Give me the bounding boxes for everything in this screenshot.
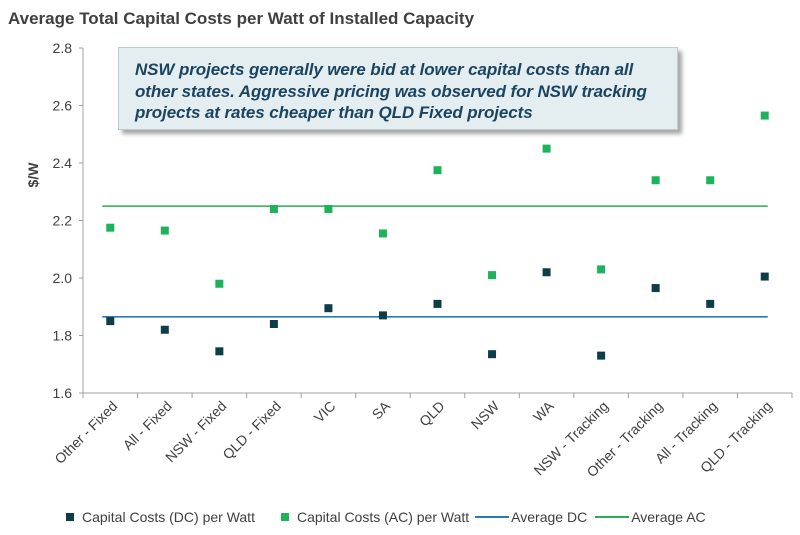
average-lines (102, 205, 768, 318)
ac-point (542, 144, 551, 153)
legend-label-dc: Capital Costs (DC) per Watt (82, 509, 255, 525)
legend-swatch-avg-ac (595, 516, 630, 518)
ac-point (597, 265, 606, 274)
y-axis-label: $/W (25, 162, 41, 188)
legend-item-avg-dc: Average DC (475, 509, 587, 525)
y-tick-label: 2.4 (53, 155, 73, 171)
dc-point (324, 304, 333, 313)
y-tick-label: 2.6 (53, 98, 73, 114)
x-tick-label: VIC (311, 398, 339, 426)
dc-point (706, 299, 715, 308)
legend-label-ac: Capital Costs (AC) per Watt (296, 509, 470, 525)
ac-point (215, 279, 224, 288)
ac-point (378, 229, 387, 238)
ac-point (433, 166, 442, 175)
scatter-chart: 1.6 1.8 2.0 2.2 2.4 2.6 2.8 Other - Fixed All -… (25, 40, 793, 480)
legend-label-avg-dc: Average DC (511, 509, 588, 525)
ac-point (488, 271, 497, 280)
dc-point (378, 311, 387, 320)
legend-item-ac: Capital Costs (AC) per Watt (280, 509, 470, 525)
ac-point (160, 226, 169, 235)
dc-point (542, 268, 551, 277)
x-tick-label: All - Fixed (120, 398, 175, 453)
callout-text: NSW projects generally were bid at lower… (135, 60, 647, 122)
ac-point (760, 111, 769, 120)
dc-point (106, 317, 115, 326)
y-tick-label: 2.8 (53, 40, 73, 56)
dc-point (433, 299, 442, 308)
dc-point (597, 351, 606, 360)
legend-swatch-avg-dc (475, 516, 510, 518)
dc-point (651, 284, 660, 293)
y-tick-label: 1.8 (53, 328, 73, 344)
data-markers (106, 111, 769, 360)
ac-point (651, 176, 660, 185)
legend-swatch-ac (280, 513, 289, 521)
dc-point (160, 325, 169, 334)
chart-legend: Capital Costs (DC) per Watt Capital Cost… (66, 507, 706, 527)
legend-swatch-dc (66, 513, 74, 521)
ac-point (106, 223, 115, 232)
legend-item-dc: Capital Costs (DC) per Watt (66, 509, 255, 525)
legend-label-avg-ac: Average AC (631, 509, 706, 525)
y-axis-ticks: 1.6 1.8 2.0 2.2 2.4 2.6 2.8 (53, 40, 83, 401)
y-tick-label: 1.6 (53, 385, 73, 401)
ac-point (324, 205, 333, 213)
dc-point (488, 350, 497, 359)
x-tick-label: SA (369, 397, 394, 422)
dc-point (215, 347, 224, 356)
y-tick-label: 2.2 (53, 213, 73, 229)
chart-title: Average Total Capital Costs per Watt of … (8, 9, 475, 28)
dc-point (269, 320, 278, 328)
x-tick-label: NSW (468, 397, 503, 432)
callout-box: NSW projects generally were bid at lower… (118, 47, 678, 130)
ac-point (269, 205, 278, 213)
dc-point (760, 272, 769, 281)
x-tick-label: QLD - Fixed (219, 398, 284, 463)
x-tick-label: QLD (416, 398, 448, 430)
x-tick-label: Other - Fixed (51, 398, 120, 467)
legend-item-avg-ac: Average AC (595, 509, 706, 525)
ac-point (706, 176, 715, 185)
x-tick-label: WA (530, 397, 557, 424)
y-tick-label: 2.0 (53, 270, 73, 286)
